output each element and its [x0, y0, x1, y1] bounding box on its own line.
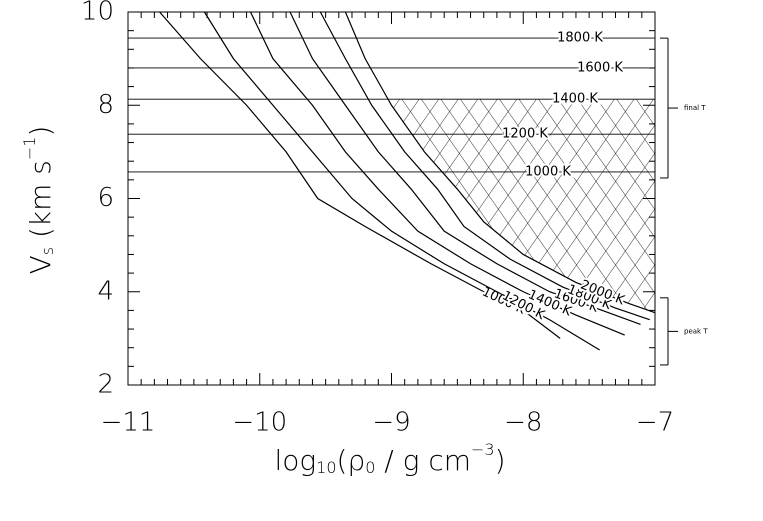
final-t-label: 1200 K — [502, 127, 548, 142]
hatch-region — [388, 99, 655, 313]
peak-t-curve — [203, 11, 600, 351]
final-t-label: 1800 K — [557, 31, 603, 46]
x-tick-label: −9 — [372, 408, 410, 438]
y-tick-label: 4 — [97, 276, 114, 306]
peak-t-curve — [159, 11, 561, 339]
y-tick-label: 6 — [97, 183, 114, 213]
hatch-fill — [388, 99, 655, 313]
peak-t-curve — [344, 11, 656, 314]
y-tick-label: 8 — [97, 90, 114, 120]
peak-t-curve — [289, 11, 641, 325]
peak-t-curve — [249, 11, 625, 336]
peak-t-curve — [319, 11, 650, 321]
x-tick-label: −11 — [101, 408, 156, 438]
y-tick-label: 10 — [81, 0, 114, 27]
x-axis-label: log10(ρ0 / g cm−3) — [274, 440, 505, 478]
bracket-label: peak T — [684, 327, 708, 335]
y-tick-label: 2 — [97, 370, 114, 400]
x-tick-label: −7 — [636, 408, 674, 438]
bracket-label: final T — [684, 104, 706, 112]
final-t-label: 1000 K — [525, 164, 571, 179]
y-axis-label: Vs (km s−1) — [20, 126, 58, 275]
final-t-label: 1600 K — [577, 60, 623, 75]
final-t-label: 1400 K — [552, 92, 598, 107]
x-tick-label: −8 — [504, 408, 542, 438]
x-tick-label: −10 — [232, 408, 287, 438]
